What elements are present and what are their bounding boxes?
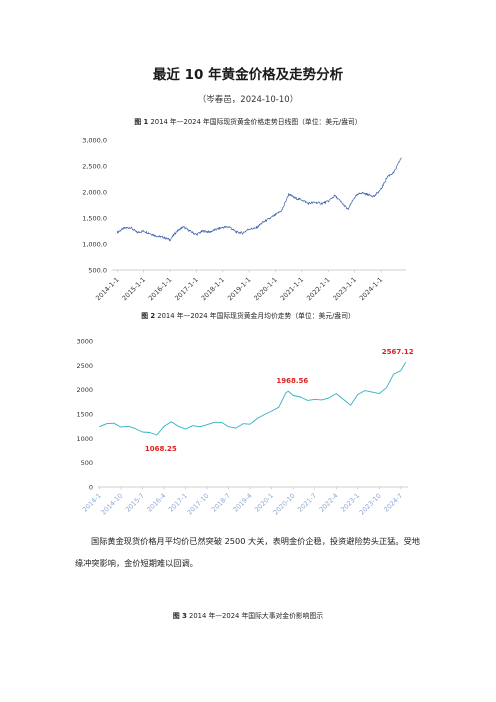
chart1-xtick-label: 2022-1-1 [305,276,332,303]
analysis-paragraph: 国际黄金现货价格月平均价已然突破 2500 大关，表明金价企稳，投资避险势头正猛… [75,536,420,568]
figure1-label: 图 1 [134,118,149,126]
chart2-xtick-label: 2024-7 [382,492,404,514]
figure2-caption-text: 2014 年—2024 年国际现货黄金月均价走势（单位：美元/盎司） [157,312,355,320]
chart2-xtick-label: 2015-7 [124,492,146,514]
document-title: 最近 10 年黄金价格及走势分析 [152,67,344,83]
chart1-xtick-label: 2020-1-1 [252,276,279,303]
chart1-ytick-label: 2,000.0 [82,189,107,197]
chart2-xtick-label: 2018-7 [210,492,232,514]
gold-daily-price-chart: 500.0 1,000.0 1,500.0 2,000.0 2,500.0 3,000.0… [82,137,406,303]
chart2-ytick-label: 0 [89,484,93,492]
chart2-xtick-label: 2019-4 [232,492,254,514]
chart1-xtick-label: 2015-1-1 [121,276,148,303]
chart1-ytick-label: 1,500.0 [82,215,107,223]
chart1-xtick-label: 2019-1-1 [226,276,253,303]
chart1-xtick-label: 2018-1-1 [200,276,227,303]
figure2-caption: 图 2 2014 年—2024 年国际现货黄金月均价走势（单位：美元/盎司） [0,310,496,320]
figure2-label: 图 2 [141,312,156,320]
chart1-xtick-label: 2024-1-1 [358,276,385,303]
figure3-label: 图 3 [172,612,187,620]
chart1-ytick-label: 2,500.0 [82,163,107,171]
chart2-data-label: 1968.56 [276,377,308,385]
chart1-ytick-label: 3,000.0 [82,137,107,145]
document-subtitle: （岑春邑，2024-10-10） [197,95,299,105]
chart2-xtick-label: 2014-10 [100,492,125,517]
chart1-xtick-label: 2016-1-1 [147,276,174,303]
chart1-ytick-label: 1,000.0 [82,241,107,249]
chart2-ytick-label: 2500 [76,362,93,370]
chart2-ytick-label: 2000 [76,386,93,394]
figure3-caption: 图 3 2014 年—2024 年国际大事对金价影响图示 [0,610,496,620]
chart2-ytick-label: 500 [81,459,93,467]
chart2-xtick-label: 2022-4 [318,492,340,514]
chart2-data-label: 2567.12 [382,348,414,356]
chart2-xtick-label: 2023-10 [358,492,383,517]
figure1-caption: 图 1 2014 年—2024 年国际现货黄金价格走势日线图（单位：美元/盎司） [0,116,496,126]
chart2-xtick-label: 2021-7 [296,492,318,514]
chart1-xtick-label: 2021-1-1 [279,276,306,303]
figure1-caption-text: 2014 年—2024 年国际现货黄金价格走势日线图（单位：美元/盎司） [150,118,362,126]
chart2-ytick-label: 1500 [76,411,93,419]
chart1-series-line [116,157,402,242]
chart1-xtick-label: 2023-1-1 [331,276,358,303]
chart1-ytick-label: 500.0 [88,267,107,275]
chart2-xtick-label: 2016-4 [145,492,167,514]
chart2-data-label: 1068.25 [145,445,177,453]
chart2-ytick-label: 3000 [76,338,93,346]
chart2-series-line [99,361,407,436]
chart2-ytick-label: 1000 [76,435,93,443]
chart1-xtick-label: 2017-1-1 [173,276,200,303]
chart2-xtick-label: 2017-10 [186,492,211,517]
chart2-xtick-label: 2020-10 [272,492,297,517]
figure3-caption-text: 2014 年—2024 年国际大事对金价影响图示 [189,612,324,620]
chart1-xtick-label: 2014-1-1 [94,276,121,303]
